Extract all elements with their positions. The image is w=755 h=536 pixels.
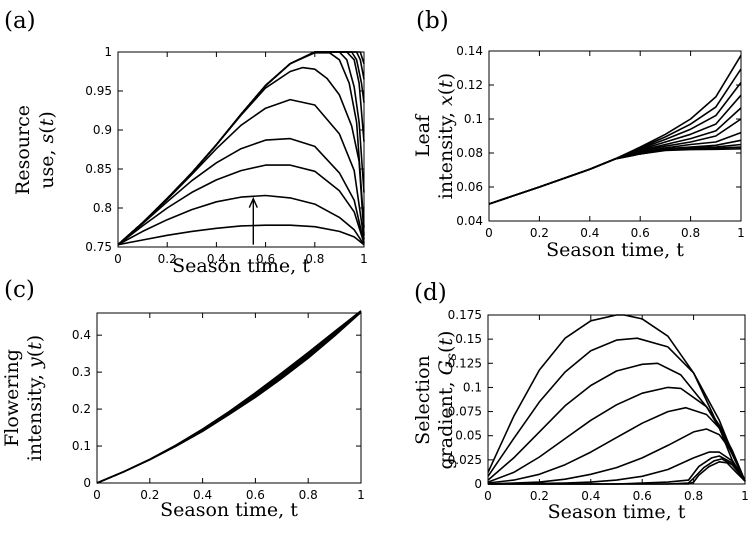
panel-a-xtick-label: 0.6 [256,252,275,266]
panel-a-ytick-label: 0.85 [85,162,112,176]
panel-b-ylabel-line2: intensity, x(t) [435,73,457,199]
panel-d-series-line-5 [487,406,746,484]
panel-b-xtick-label: 0.6 [631,226,650,240]
panel-d-ytick-label: 0.175 [448,308,482,322]
panel-c-ytick-label: 0.3 [72,365,91,379]
panel-c-xtick-label: 0 [93,488,101,502]
panel-c-xlabel: Season time, t [160,499,298,521]
panel-c-ytick-label: 0 [83,476,91,490]
panel-a-series-line-2 [117,194,365,246]
panel-c-xtick-label: 0.6 [246,488,265,502]
panel-d-xtick-label: 0.4 [581,489,600,503]
panel-b-xtick-label: 0.8 [681,226,700,240]
panel-a-series-line-12 [117,51,365,246]
panel-b-series-line-2 [488,68,742,205]
panel-a-xtick-label: 1 [360,252,368,266]
panel-d-series-line-10 [488,460,746,485]
panel-a-xlabel: Season time, t [172,255,310,277]
panel-c-label: (c) [4,277,35,303]
panel-a-ylabel-line2: use, s(t) [36,111,58,189]
panel-a-xtick-label: 0 [114,252,122,266]
panel-c-xtick-label: 1 [357,488,365,502]
panel-b-xtick-label: 1 [737,226,745,240]
panel-a-ylabel-line1: Resource [12,105,34,195]
panel-c-ytick-label: 0.1 [72,439,91,453]
panel-b-xtick-label: 0.2 [530,226,549,240]
panel-b-series-line-11 [488,148,742,205]
panel-a-series-line-4 [117,137,365,246]
panel-a-arrow-head [248,196,258,208]
panel-d-ytick-label: 0 [474,477,482,491]
panel-b-xlabel: Season time, t [546,239,684,261]
panel-d-xtick-label: 0.6 [633,489,652,503]
panel-a-xtick-label: 0.8 [305,252,324,266]
panel-c-series-line-2 [96,311,362,484]
panel-b-xtick-label: 0 [485,226,493,240]
panel-d-ytick-label: 0.1 [463,380,482,394]
panel-d-xtick-label: 1 [741,489,749,503]
panel-b-ytick-label: 0.14 [456,44,483,58]
panel-d-label: (d) [414,280,447,306]
panel-b-ytick-label: 0.06 [456,180,483,194]
panel-d-ytick-label: 0.05 [455,429,482,443]
panel-d-ytick-label: 0.075 [448,405,482,419]
panel-c-xtick-label: 0.4 [193,488,212,502]
panel-c-ylabel-line1: Flowering [1,349,23,447]
panel-d-series-line-2 [487,337,746,482]
panel-b-ytick-label: 0.08 [456,146,483,160]
panel-d: (d) 0 0.2 0.4 0.6 0.8 1 0 0.025 0.05 0.075 0.1 0.12… [412,280,749,523]
panel-d-series-line-3 [487,362,746,482]
panel-d-ylabel-line1: Selection [412,355,434,445]
panel-c-series-line-4 [96,310,362,484]
panel-d-xtick-label: 0.8 [684,489,703,503]
panel-a-ytick-label: 0.9 [93,123,112,137]
panel-d-xtick-label: 0.2 [530,489,549,503]
panel-a-series-line-3 [117,164,365,246]
panel-b-xtick-label: 0.4 [580,226,599,240]
panel-d-ytick-label: 0.125 [448,356,482,370]
panel-a-ytick-label: 0.95 [85,84,112,98]
panel-c-series-line-1 [96,311,362,484]
panel-c-xtick-label: 0.2 [140,488,159,502]
panel-b: (b) 0 0.2 0.4 0.6 0.8 1 0.04 0.06 0.08 0.1 0.12 0.1… [412,8,745,261]
panel-a: (a) 0 0.2 0.4 0.6 0.8 1 0.75 0.8 0.85 0.9 0.95 1 Sea… [4,8,368,277]
panel-b-ytick-label: 0.12 [456,78,483,92]
panel-b-ytick-label: 0.1 [464,112,483,126]
panel-d-ytick-label: 0.025 [448,453,482,467]
panel-d-ytick-label: 0.15 [455,332,482,346]
panel-a-label: (a) [4,8,36,34]
panel-d-series-line-6 [487,428,746,485]
panel-b-label: (b) [416,8,449,34]
panel-a-ytick-label: 0.75 [85,240,112,254]
panel-a-ytick-label: 1 [104,45,112,59]
panel-c-frame [96,312,362,484]
panel-a-frame [117,51,365,248]
panel-d-ylabel-line2: gradient, Gs(t) [435,331,460,470]
panel-b-series-line-7 [488,131,742,205]
panel-c-ytick-label: 0.2 [72,402,91,416]
panel-a-xtick-label: 0.4 [207,252,226,266]
panel-a-ytick-label: 0.8 [93,201,112,215]
panel-c-ytick-label: 0.4 [72,328,91,342]
panel-a-series-line-5 [117,98,365,246]
panel-c-xtick-label: 0.8 [299,488,318,502]
panel-c-ylabel-line2: intensity, y(t) [24,335,46,461]
panel-b-series-line-10 [488,146,742,205]
panel-d-xtick-label: 0 [484,489,492,503]
panel-a-series-line-1 [117,224,365,246]
panel-a-xtick-label: 0.2 [158,252,177,266]
panel-c-series-line-5 [96,310,362,484]
panel-b-ytick-label: 0.04 [456,214,483,228]
panel-b-frame [488,50,742,222]
panel-a-series-line-6 [117,66,365,246]
panel-b-ylabel-line1: Leaf [412,113,434,157]
panel-b-series-line-9 [488,143,742,205]
panel-d-series-line-4 [487,386,746,483]
panel-d-series-line-7 [487,451,746,485]
panel-c-series-line-3 [96,310,362,484]
panel-d-xlabel: Season time, t [548,501,686,523]
